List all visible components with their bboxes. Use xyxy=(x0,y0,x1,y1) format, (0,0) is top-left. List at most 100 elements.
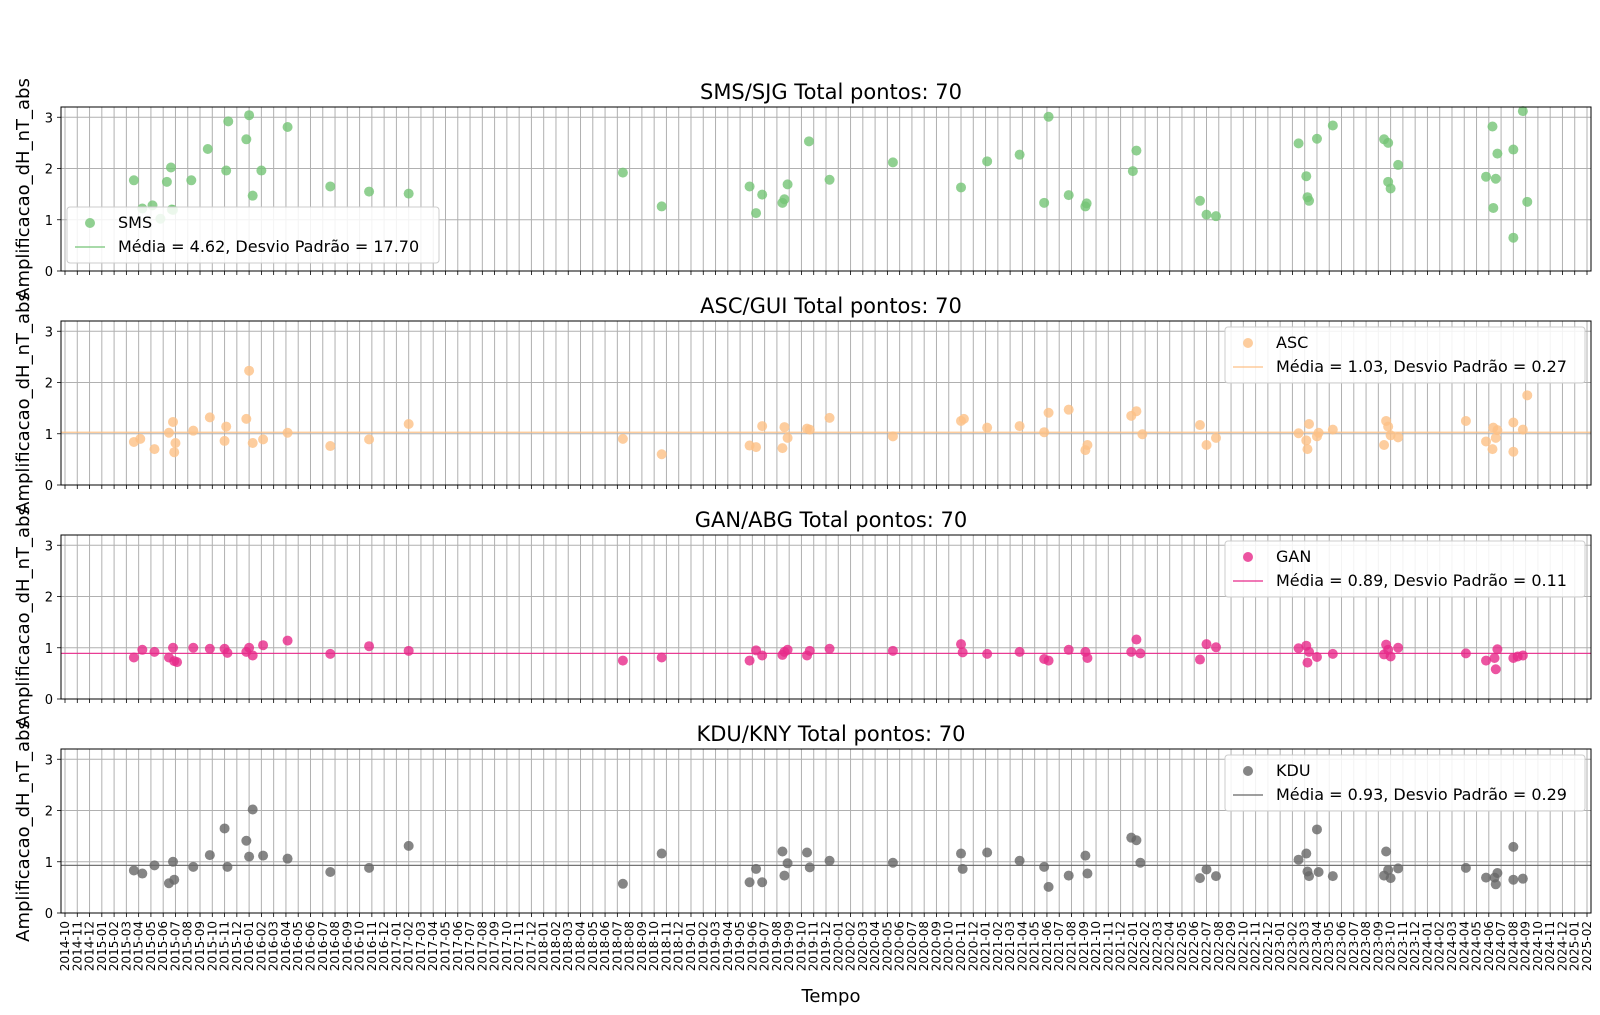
data-point xyxy=(656,652,667,663)
data-point xyxy=(1383,421,1394,432)
x-tick-label: 2022-10 xyxy=(1236,921,1250,971)
data-point xyxy=(1311,824,1322,835)
data-point xyxy=(824,412,835,423)
data-point xyxy=(1211,642,1222,653)
data-point xyxy=(1081,198,1092,209)
data-point xyxy=(804,862,815,873)
data-point xyxy=(137,868,148,879)
x-tick-label: 2015-11 xyxy=(218,921,232,971)
data-point xyxy=(1487,121,1498,132)
data-point xyxy=(1063,870,1074,881)
y-tick-label: 2 xyxy=(45,377,53,392)
data-point xyxy=(1304,646,1315,657)
x-tick-label: 2017-06 xyxy=(451,921,465,971)
x-tick-label: 2022-01 xyxy=(1126,921,1140,971)
x-tick-label: 2024-10 xyxy=(1531,921,1545,971)
x-tick-label: 2016-07 xyxy=(316,921,330,971)
legend-series-label: KDU xyxy=(1276,761,1311,780)
data-point xyxy=(247,804,258,815)
y-tick-label: 3 xyxy=(45,111,53,126)
x-tick-label: 2018-08 xyxy=(623,921,637,971)
data-point xyxy=(1201,864,1212,875)
data-point xyxy=(1293,643,1304,654)
x-tick-label: 2019-11 xyxy=(807,921,821,971)
data-point xyxy=(1481,171,1492,182)
data-point xyxy=(128,175,139,186)
x-tick-label: 2016-02 xyxy=(254,921,268,971)
x-tick-label: 2021-12 xyxy=(1114,921,1128,971)
x-tick-label: 2018-01 xyxy=(537,921,551,971)
x-tick-label: 2015-08 xyxy=(181,921,195,971)
data-point xyxy=(168,642,179,653)
data-point xyxy=(1489,653,1500,663)
chart-title: GAN/ABG Total pontos: 70 xyxy=(695,508,967,532)
data-point xyxy=(1385,183,1396,194)
y-axis-label: Amplificacao_dH_nT_abs xyxy=(13,506,34,728)
y-tick-label: 1 xyxy=(45,856,53,871)
x-tick-label: 2016-11 xyxy=(365,921,379,971)
x-tick-label: 2019-01 xyxy=(684,921,698,971)
data-point xyxy=(128,652,139,663)
x-tick-label: 2020-10 xyxy=(942,921,956,971)
y-tick-label: 1 xyxy=(45,214,53,229)
data-point xyxy=(247,190,258,201)
data-point xyxy=(982,156,993,167)
data-point xyxy=(149,444,160,455)
data-point xyxy=(1043,407,1054,418)
x-tick-label: 2015-06 xyxy=(156,921,170,971)
x-tick-label: 2016-06 xyxy=(303,921,317,971)
axes-frame xyxy=(60,106,1592,272)
data-point xyxy=(1043,111,1054,122)
data-point xyxy=(1327,424,1338,435)
legend-marker xyxy=(1243,552,1253,562)
data-point xyxy=(244,851,255,862)
data-point xyxy=(1137,429,1148,440)
data-point xyxy=(1082,868,1093,879)
data-point xyxy=(777,846,788,857)
legend-box xyxy=(1224,326,1586,384)
data-point xyxy=(656,201,667,212)
data-point xyxy=(258,434,269,445)
data-point xyxy=(247,650,258,661)
legend-series-label: SMS xyxy=(118,213,152,232)
data-point xyxy=(172,657,183,668)
x-tick-label: 2019-02 xyxy=(696,921,710,971)
x-tick-label: 2023-01 xyxy=(1273,921,1287,971)
x-tick-label: 2020-04 xyxy=(868,921,882,971)
data-point xyxy=(1311,651,1322,662)
legend: ASC Média = 1.03, Desvio Padrão = 0.27 xyxy=(1224,326,1586,384)
x-tick-label: 2017-03 xyxy=(414,921,428,971)
data-point xyxy=(958,413,969,424)
data-point xyxy=(1194,195,1205,206)
x-tick-label: 2018-03 xyxy=(561,921,575,971)
data-point xyxy=(244,110,255,121)
data-point xyxy=(1043,655,1054,666)
data-point xyxy=(169,447,180,458)
data-point xyxy=(1460,415,1471,426)
data-point xyxy=(744,181,755,192)
data-point xyxy=(1488,202,1499,213)
x-tick-label: 2024-09 xyxy=(1519,921,1533,971)
x-tick-label: 2019-10 xyxy=(794,921,808,971)
data-point xyxy=(1063,644,1074,655)
data-point xyxy=(1082,440,1093,451)
data-point xyxy=(135,433,146,444)
data-point xyxy=(1127,166,1138,177)
data-point xyxy=(617,167,628,178)
legend: SMS Média = 4.62, Desvio Padrão = 17.70 xyxy=(66,206,440,264)
data-point xyxy=(744,655,755,666)
data-point xyxy=(137,644,148,655)
x-tick-label: 2024-03 xyxy=(1445,921,1459,971)
x-tick-label: 2024-12 xyxy=(1555,921,1569,971)
data-point xyxy=(247,437,258,448)
data-point xyxy=(1313,867,1324,877)
panel-1: 0 1 2 3 SMS/SJG Total pontos: 70 Amplificacao… xyxy=(13,78,1592,300)
x-tick-label: 2017-09 xyxy=(488,921,502,971)
panel-2: 0 1 2 3 ASC/GUI Total pontos: 70 Amplificacao… xyxy=(13,292,1592,514)
data-point xyxy=(887,857,898,868)
x-tick-label: 2019-06 xyxy=(745,921,759,971)
x-tick-label: 2017-07 xyxy=(463,921,477,971)
data-point xyxy=(1383,137,1394,148)
data-point xyxy=(1385,430,1396,441)
x-tick-label: 2022-08 xyxy=(1212,921,1226,971)
